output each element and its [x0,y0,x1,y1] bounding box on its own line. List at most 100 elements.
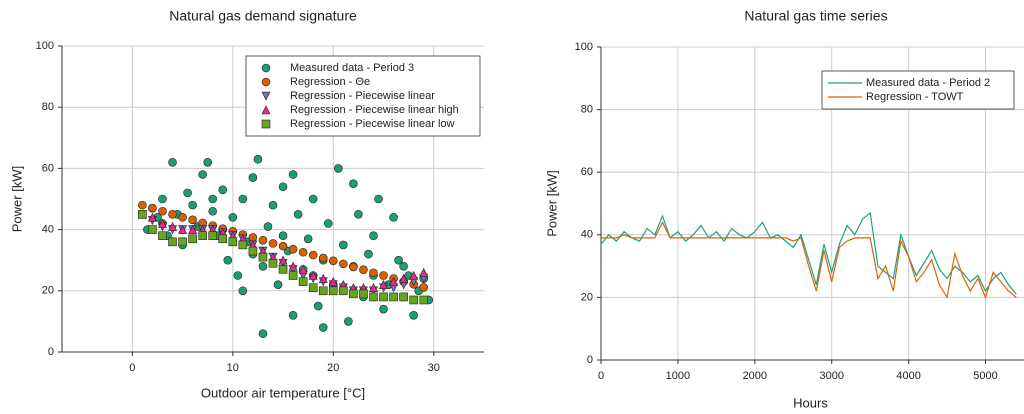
marker [148,203,157,213]
x-tick-label: 2000 [743,370,767,382]
marker [168,210,177,219]
marker [138,210,147,219]
y-tick-label: 80 [42,101,54,113]
marker [208,194,218,204]
marker [359,265,368,274]
marker [298,277,308,286]
marker [278,182,288,192]
marker [344,317,353,326]
marker [308,194,318,204]
legend-box [821,70,1015,110]
marker [349,179,358,188]
marker [419,295,429,305]
legend-label: Measured data - Period 2 [866,77,990,89]
marker [198,170,207,179]
marker [228,237,238,247]
marker [183,188,192,198]
marker [158,231,167,241]
marker [389,292,398,302]
marker [379,280,389,289]
marker [419,283,429,292]
marker [354,210,363,219]
y-tick-label: 100 [575,41,593,53]
marker [334,164,343,173]
marker [261,119,271,129]
y-tick-label: 40 [42,224,54,236]
legend-label: Regression - Piecewise linear low [290,118,455,130]
marker [328,256,338,266]
marker [178,224,188,234]
marker [298,247,308,257]
marker [359,289,368,299]
marker [379,292,388,302]
marker [158,194,167,204]
marker [288,244,298,254]
marker [248,173,258,182]
marker [178,237,187,247]
y-axis-label: Power [kW] [544,170,559,236]
marker [399,273,409,283]
marker [308,270,318,280]
legend-label: Regression - Piecewise linear high [290,104,459,116]
legend-label: Regression - TOWT [866,91,964,103]
chart-title: Natural gas demand signature [169,8,357,24]
marker [318,253,328,263]
marker [168,221,178,231]
marker [339,240,348,250]
marker [238,286,248,296]
marker [261,77,271,87]
marker [158,206,167,216]
legend-label: Regression - Piecewise linear [290,90,435,102]
marker [268,200,278,210]
marker [369,292,378,302]
marker [263,222,273,231]
marker [258,262,268,271]
marker [368,283,378,293]
y-axis-label: Power [kW] [9,166,24,232]
marker [409,270,419,280]
marker [188,234,197,244]
marker [208,231,218,241]
y-tick-label: 20 [42,285,54,297]
marker [218,185,228,195]
y-tick-label: 40 [581,229,593,241]
marker [389,276,399,286]
marker [379,271,388,280]
marker [168,237,177,247]
y-tick-label: 0 [48,346,54,358]
x-tick-label: 0 [129,362,135,374]
x-axis-label: Hours [793,395,828,410]
marker [298,264,308,274]
marker [364,249,373,259]
x-tick-label: 20 [327,362,339,374]
marker [258,236,268,245]
chart-title: Natural gas time series [744,8,887,24]
y-tick-label: 60 [42,162,54,174]
marker [178,213,187,222]
marker [157,218,167,228]
legend-label: Measured data - Period 3 [290,62,414,74]
marker [278,241,288,251]
marker [349,289,358,299]
marker [233,271,243,280]
marker [273,280,283,289]
marker [399,262,408,271]
marker [261,105,271,115]
marker [288,310,298,320]
x-tick-label: 10 [227,362,239,374]
marker [258,252,268,262]
y-tick-label: 80 [581,104,593,116]
marker [394,255,403,265]
marker [198,231,207,241]
marker [268,258,278,268]
marker [328,276,338,286]
marker [308,250,318,260]
marker [238,194,248,204]
marker [328,286,338,296]
x-tick-label: 4000 [896,370,920,382]
marker [308,283,318,293]
marker [323,219,333,228]
y-tick-label: 0 [587,354,593,366]
